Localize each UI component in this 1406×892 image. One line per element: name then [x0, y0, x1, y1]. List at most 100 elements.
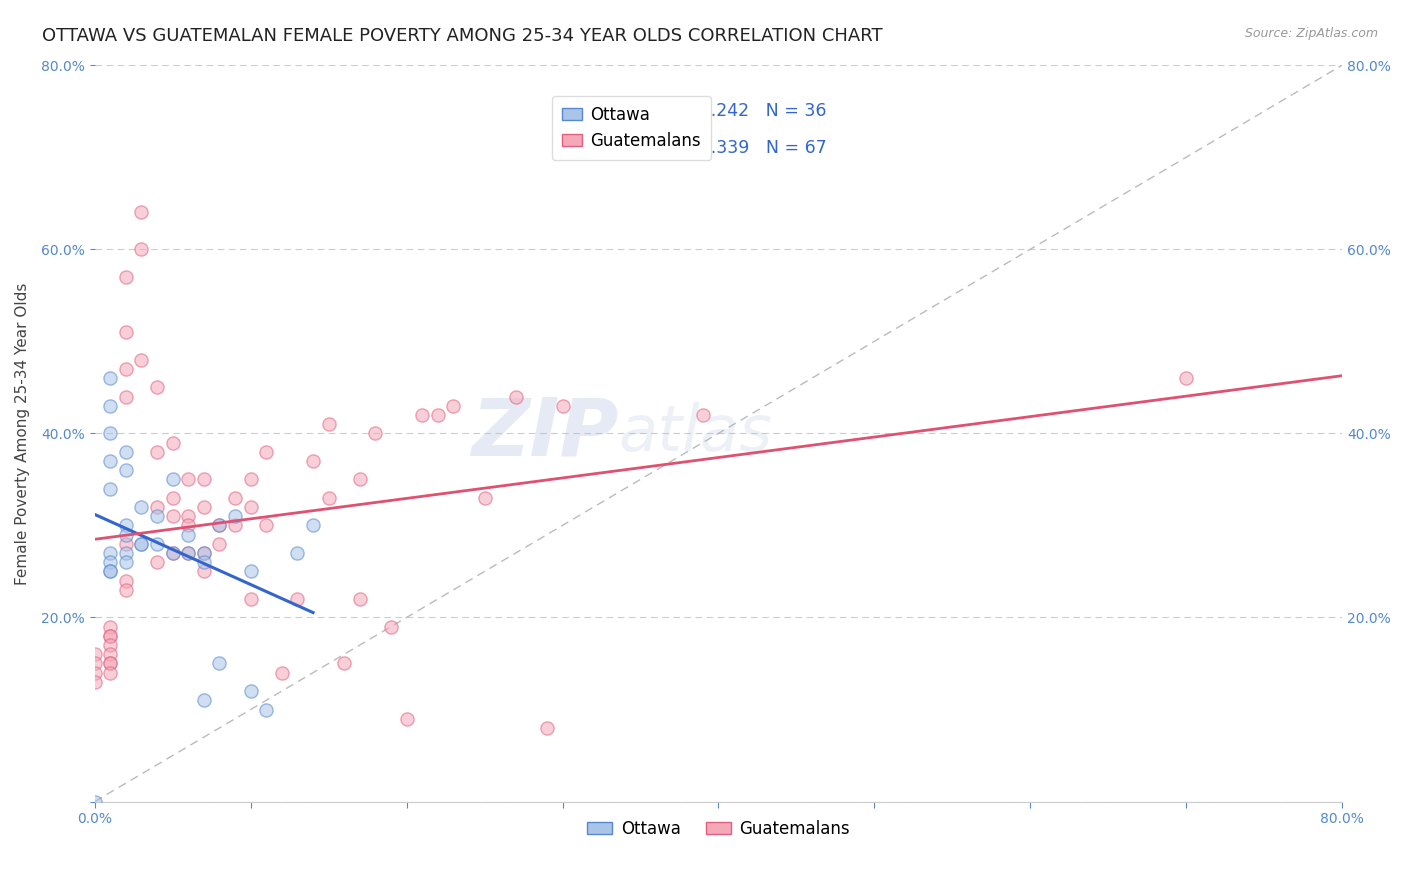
Point: [208, 657, 231, 671]
Point: [193, 565, 215, 579]
Point: [115, 527, 138, 541]
Point: [98, 565, 121, 579]
Point: [224, 518, 246, 533]
Point: [162, 435, 184, 450]
Point: [115, 537, 138, 551]
Point: [98, 620, 121, 634]
Point: [224, 491, 246, 505]
Point: [83, 647, 105, 661]
Point: [177, 472, 200, 486]
Point: [692, 408, 714, 422]
Point: [270, 665, 292, 680]
Point: [131, 537, 153, 551]
Point: [536, 721, 558, 735]
Point: [177, 509, 200, 524]
Point: [193, 693, 215, 707]
Point: [349, 472, 371, 486]
Point: [474, 491, 496, 505]
Point: [131, 242, 153, 256]
Text: ZIP: ZIP: [471, 394, 619, 473]
Point: [208, 518, 231, 533]
Point: [193, 546, 215, 560]
Point: [98, 555, 121, 569]
Point: [115, 518, 138, 533]
Point: [162, 546, 184, 560]
Point: [162, 472, 184, 486]
Y-axis label: Female Poverty Among 25-34 Year Olds: Female Poverty Among 25-34 Year Olds: [15, 282, 30, 584]
Point: [1175, 371, 1198, 385]
Point: [131, 500, 153, 514]
Point: [98, 426, 121, 441]
Point: [239, 472, 262, 486]
Point: [146, 380, 169, 394]
Point: [98, 657, 121, 671]
Legend: Ottawa, Guatemalans: Ottawa, Guatemalans: [581, 814, 856, 845]
Point: [115, 582, 138, 597]
Point: [146, 509, 169, 524]
Point: [146, 555, 169, 569]
Point: [239, 684, 262, 698]
Point: [395, 712, 418, 726]
Text: OTTAWA VS GUATEMALAN FEMALE POVERTY AMONG 25-34 YEAR OLDS CORRELATION CHART: OTTAWA VS GUATEMALAN FEMALE POVERTY AMON…: [42, 27, 883, 45]
Point: [146, 500, 169, 514]
Point: [177, 518, 200, 533]
Point: [302, 518, 325, 533]
Point: [83, 657, 105, 671]
Point: [333, 657, 356, 671]
Point: [224, 509, 246, 524]
Point: [193, 472, 215, 486]
Point: [131, 537, 153, 551]
Point: [426, 408, 449, 422]
Point: [239, 592, 262, 607]
Point: [83, 674, 105, 689]
Text: R = 0.242   N = 36: R = 0.242 N = 36: [662, 102, 827, 120]
Point: [98, 546, 121, 560]
Point: [349, 592, 371, 607]
Point: [380, 620, 402, 634]
Point: [162, 491, 184, 505]
Point: [193, 555, 215, 569]
Point: [239, 565, 262, 579]
Point: [162, 546, 184, 560]
Point: [193, 500, 215, 514]
Point: [239, 500, 262, 514]
Point: [254, 518, 277, 533]
Point: [115, 325, 138, 339]
Point: [287, 592, 309, 607]
Point: [302, 454, 325, 468]
Point: [98, 629, 121, 643]
Point: [318, 417, 340, 431]
Point: [98, 638, 121, 652]
Point: [505, 390, 527, 404]
Point: [83, 795, 105, 809]
Point: [131, 352, 153, 367]
Point: [98, 657, 121, 671]
Point: [98, 371, 121, 385]
Point: [83, 665, 105, 680]
Text: R = 0.339   N = 67: R = 0.339 N = 67: [662, 138, 827, 157]
Point: [162, 509, 184, 524]
Point: [115, 546, 138, 560]
Point: [98, 399, 121, 413]
Point: [115, 444, 138, 458]
Point: [98, 482, 121, 496]
Point: [98, 647, 121, 661]
Point: [115, 362, 138, 376]
Point: [177, 546, 200, 560]
Point: [115, 555, 138, 569]
Point: [146, 537, 169, 551]
Point: [98, 629, 121, 643]
Point: [551, 399, 574, 413]
Point: [131, 205, 153, 219]
Point: [254, 702, 277, 716]
Point: [208, 518, 231, 533]
Point: [254, 444, 277, 458]
Point: [287, 546, 309, 560]
Point: [98, 665, 121, 680]
Point: [177, 527, 200, 541]
Point: [411, 408, 433, 422]
Point: [318, 491, 340, 505]
Point: [115, 269, 138, 284]
Point: [98, 454, 121, 468]
Point: [115, 463, 138, 477]
